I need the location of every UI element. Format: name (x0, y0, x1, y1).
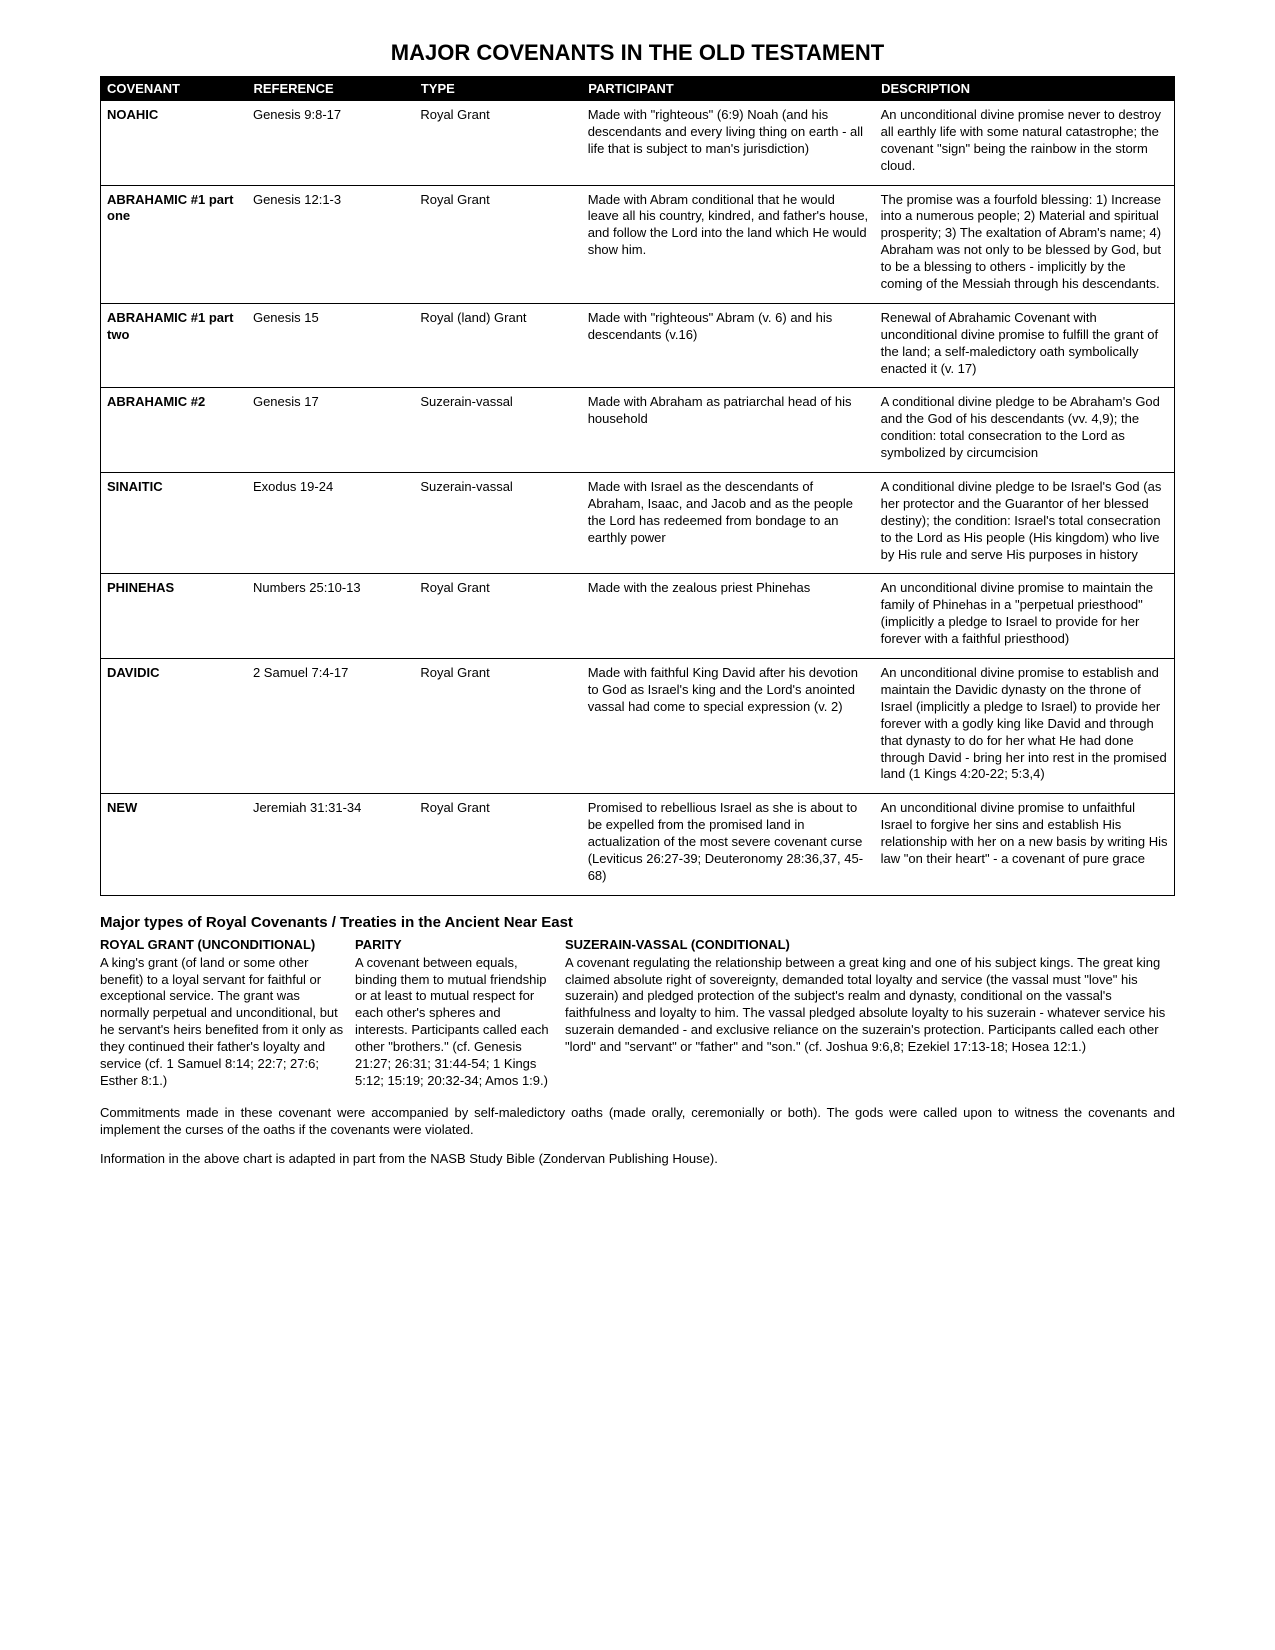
source-note: Information in the above chart is adapte… (100, 1151, 1175, 1166)
cell-type: Suzerain-vassal (414, 473, 581, 574)
col-header-type: TYPE (414, 77, 581, 101)
cell-reference: Genesis 9:8-17 (247, 101, 414, 186)
table-row: ABRAHAMIC #2Genesis 17Suzerain-vassalMad… (101, 388, 1175, 473)
cell-covenant: NEW (101, 794, 247, 895)
cell-covenant: ABRAHAMIC #1 part two (101, 303, 247, 388)
col-header-participant: PARTICIPANT (582, 77, 875, 101)
page-title: MAJOR COVENANTS IN THE OLD TESTAMENT (100, 40, 1175, 66)
parity-body: A covenant between equals, binding them … (355, 955, 555, 1090)
cell-description: An unconditional divine promise to maint… (875, 574, 1175, 659)
parity-title: PARITY (355, 937, 555, 954)
cell-participant: Made with "righteous" Abram (v. 6) and h… (582, 303, 875, 388)
table-row: NOAHICGenesis 9:8-17Royal GrantMade with… (101, 101, 1175, 186)
table-header-row: COVENANT REFERENCE TYPE PARTICIPANT DESC… (101, 77, 1175, 101)
cell-type: Royal Grant (414, 659, 581, 794)
cell-participant: Promised to rebellious Israel as she is … (582, 794, 875, 895)
cell-type: Royal Grant (414, 574, 581, 659)
royal-grant-body: A king's grant (of land or some other be… (100, 955, 345, 1090)
cell-type: Royal Grant (414, 185, 581, 303)
col-header-reference: REFERENCE (247, 77, 414, 101)
footnote: Commitments made in these covenant were … (100, 1104, 1175, 1139)
cell-reference: Genesis 17 (247, 388, 414, 473)
cell-covenant: NOAHIC (101, 101, 247, 186)
cell-reference: Jeremiah 31:31-34 (247, 794, 414, 895)
cell-covenant: ABRAHAMIC #2 (101, 388, 247, 473)
col-header-description: DESCRIPTION (875, 77, 1175, 101)
cell-description: Renewal of Abrahamic Covenant with uncon… (875, 303, 1175, 388)
cell-description: An unconditional divine promise never to… (875, 101, 1175, 186)
cell-type: Royal (land) Grant (414, 303, 581, 388)
cell-type: Suzerain-vassal (414, 388, 581, 473)
col-header-covenant: COVENANT (101, 77, 247, 101)
cell-participant: Made with the zealous priest Phinehas (582, 574, 875, 659)
suzerain-body: A covenant regulating the relationship b… (565, 955, 1175, 1056)
table-row: ABRAHAMIC #1 part oneGenesis 12:1-3Royal… (101, 185, 1175, 303)
cell-covenant: ABRAHAMIC #1 part one (101, 185, 247, 303)
suzerain-title: SUZERAIN-VASSAL (CONDITIONAL) (565, 937, 1175, 954)
cell-reference: Genesis 12:1-3 (247, 185, 414, 303)
types-heading: Major types of Royal Covenants / Treatie… (100, 914, 1175, 931)
cell-description: An unconditional divine promise to unfai… (875, 794, 1175, 895)
cell-participant: Made with Abraham as patriarchal head of… (582, 388, 875, 473)
table-row: PHINEHASNumbers 25:10-13Royal GrantMade … (101, 574, 1175, 659)
covenants-table: COVENANT REFERENCE TYPE PARTICIPANT DESC… (100, 76, 1175, 896)
cell-description: The promise was a fourfold blessing: 1) … (875, 185, 1175, 303)
cell-reference: Exodus 19-24 (247, 473, 414, 574)
cell-type: Royal Grant (414, 794, 581, 895)
cell-participant: Made with "righteous" (6:9) Noah (and hi… (582, 101, 875, 186)
table-row: DAVIDIC2 Samuel 7:4-17Royal GrantMade wi… (101, 659, 1175, 794)
cell-covenant: DAVIDIC (101, 659, 247, 794)
table-row: SINAITICExodus 19-24Suzerain-vassalMade … (101, 473, 1175, 574)
cell-reference: Numbers 25:10-13 (247, 574, 414, 659)
cell-description: A conditional divine pledge to be Israel… (875, 473, 1175, 574)
cell-description: A conditional divine pledge to be Abraha… (875, 388, 1175, 473)
cell-covenant: SINAITIC (101, 473, 247, 574)
cell-participant: Made with faithful King David after his … (582, 659, 875, 794)
cell-participant: Made with Abram conditional that he woul… (582, 185, 875, 303)
table-row: NEWJeremiah 31:31-34Royal GrantPromised … (101, 794, 1175, 895)
cell-reference: Genesis 15 (247, 303, 414, 388)
table-row: ABRAHAMIC #1 part twoGenesis 15Royal (la… (101, 303, 1175, 388)
covenant-types-section: ROYAL GRANT (UNCONDITIONAL) A king's gra… (100, 937, 1175, 1090)
cell-reference: 2 Samuel 7:4-17 (247, 659, 414, 794)
cell-participant: Made with Israel as the descendants of A… (582, 473, 875, 574)
cell-covenant: PHINEHAS (101, 574, 247, 659)
cell-description: An unconditional divine promise to estab… (875, 659, 1175, 794)
royal-grant-title: ROYAL GRANT (UNCONDITIONAL) (100, 937, 345, 954)
cell-type: Royal Grant (414, 101, 581, 186)
